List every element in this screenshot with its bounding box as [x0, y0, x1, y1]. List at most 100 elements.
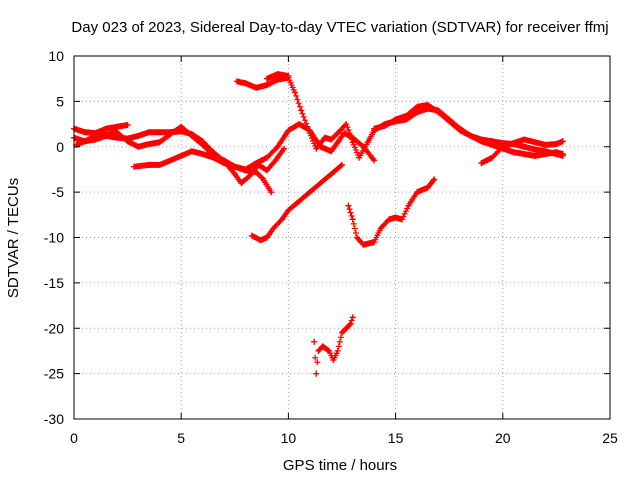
data-point [113, 129, 120, 136]
data-point [414, 189, 421, 196]
y-tick-label: -5 [52, 184, 65, 200]
data-point [343, 121, 350, 128]
data-point [124, 121, 131, 128]
data-point [431, 176, 438, 183]
data-point [381, 122, 388, 129]
data-point [531, 139, 538, 146]
data-point [521, 151, 528, 158]
data-point [328, 148, 335, 155]
y-tick-label: -15 [44, 275, 64, 291]
data-point [542, 141, 549, 148]
data-point [364, 139, 371, 146]
data-point [478, 138, 485, 145]
data-point [328, 136, 335, 143]
data-point [339, 329, 345, 336]
data-point [113, 123, 120, 130]
data-point [274, 71, 281, 78]
data-point [263, 154, 270, 161]
data-point [510, 140, 517, 147]
data-point [386, 216, 393, 223]
data-point [334, 130, 341, 137]
data-point [285, 127, 292, 134]
data-point [274, 76, 281, 83]
data-track [131, 121, 378, 173]
data-point [446, 118, 453, 125]
y-axis-label: SDTVAR / TECUs [5, 178, 22, 298]
data-point [371, 157, 378, 164]
data-point [233, 78, 240, 85]
data-point [248, 232, 255, 239]
data-point [326, 347, 333, 354]
data-point [253, 169, 260, 176]
data-point [521, 136, 528, 143]
data-point [414, 109, 421, 116]
data-point [403, 112, 410, 119]
data-point [274, 143, 281, 150]
data-point [135, 143, 142, 150]
data-point [231, 170, 238, 177]
data-point [221, 160, 228, 167]
data-point [146, 161, 153, 168]
data-point [330, 357, 337, 364]
data-point [542, 151, 549, 158]
data-point [263, 75, 270, 82]
data-point [405, 202, 412, 209]
data-point [467, 132, 474, 139]
data-point [315, 347, 322, 354]
data-point [156, 139, 163, 146]
data-point [296, 121, 303, 128]
data-point [313, 145, 320, 152]
data-point [356, 154, 363, 161]
data-point [478, 160, 485, 167]
y-tick-label: -25 [44, 366, 64, 382]
data-point [210, 154, 217, 161]
data-point [456, 127, 463, 134]
data-point [317, 180, 324, 187]
data-point [531, 146, 538, 153]
data-point [103, 131, 110, 138]
y-tick-label: 5 [56, 93, 64, 109]
data-point [377, 225, 384, 232]
data-point [499, 143, 506, 150]
data-point [313, 370, 320, 377]
data-point [113, 134, 120, 141]
data-point [131, 163, 138, 170]
data-point [306, 189, 313, 196]
data-point [319, 343, 326, 350]
data-point [354, 234, 361, 241]
data-point [399, 216, 406, 223]
x-tick-label: 10 [281, 430, 297, 446]
data-point [270, 225, 277, 232]
data-point [259, 175, 266, 182]
data-point [321, 134, 328, 141]
data-point [81, 129, 88, 136]
data-point [285, 72, 292, 79]
y-tick-label: -30 [44, 411, 64, 427]
data-point [424, 184, 431, 191]
data-point [414, 103, 421, 110]
data-point [424, 102, 431, 109]
x-axis-label: GPS time / hours [283, 457, 397, 474]
data-point [371, 239, 378, 246]
data-point [188, 132, 195, 139]
x-tick-label: 20 [495, 430, 511, 446]
data-point [345, 202, 352, 209]
data-point [392, 214, 399, 221]
grid-layer [74, 56, 610, 419]
data-point [92, 132, 99, 139]
data-track [311, 314, 356, 377]
data-point [253, 84, 260, 91]
data-point [296, 198, 303, 205]
data-point [559, 151, 566, 158]
data-point [231, 163, 238, 170]
data-point [272, 157, 279, 164]
data-point [242, 166, 249, 173]
data-point [553, 149, 560, 156]
data-point [103, 125, 110, 132]
data-point [435, 109, 442, 116]
data-track [478, 136, 566, 167]
data-point [285, 207, 292, 214]
data-point [306, 130, 313, 137]
data-point [349, 314, 356, 321]
